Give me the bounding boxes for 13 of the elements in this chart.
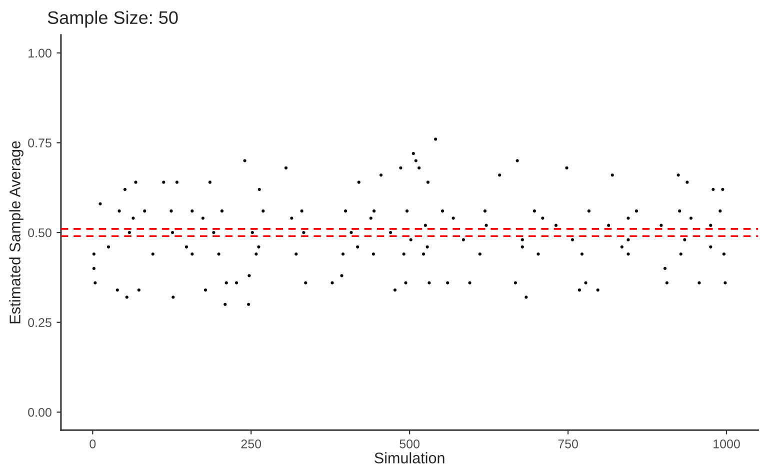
y-tick-label: 0.25 [28, 318, 52, 327]
y-axis-title: Estimated Sample Average [9, 141, 24, 324]
y-tick-label: 0.50 [28, 228, 52, 238]
y-tick-label: 0.75 [28, 138, 52, 148]
x-axis-title: Simulation [374, 452, 444, 464]
chart-title: Sample Size: 50 [48, 10, 178, 28]
y-tick-label: 0.00 [28, 408, 52, 417]
x-tick-label: 250 [241, 439, 262, 448]
x-tick-label: 750 [558, 439, 578, 448]
x-tick-label: 1000 [714, 439, 740, 448]
x-tick-label: 0 [90, 439, 96, 448]
x-tick-label: 500 [400, 439, 420, 448]
y-tick-label: 1.00 [28, 48, 52, 58]
